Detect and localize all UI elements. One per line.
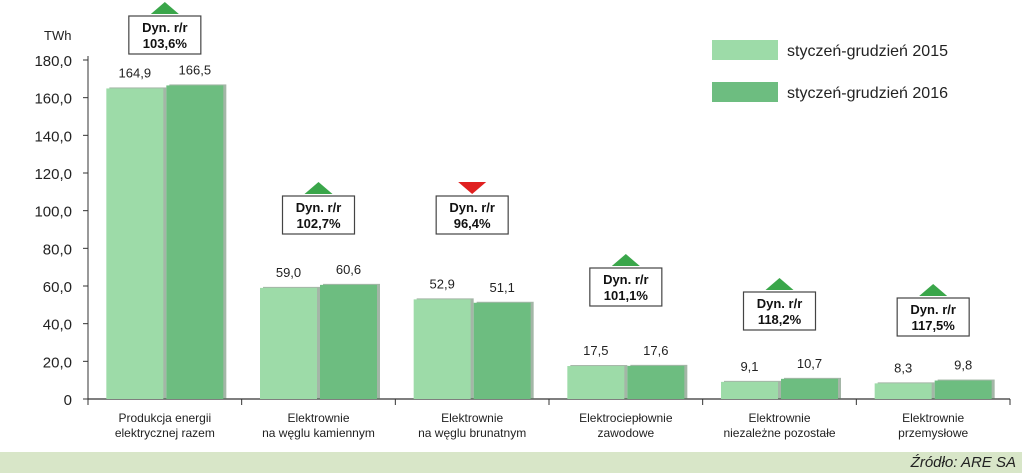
- category-label: niezależne pozostałe: [723, 426, 835, 440]
- y-tick-label: 160,0: [34, 91, 72, 108]
- legend-swatch: [712, 82, 778, 102]
- bar: [413, 299, 471, 399]
- source-note: Źródło: ARE SA: [910, 454, 1016, 471]
- y-tick-label: 100,0: [34, 204, 72, 221]
- bar: [781, 378, 838, 399]
- annotation-value: 117,5%: [911, 318, 955, 333]
- y-tick-label: 0: [64, 392, 72, 409]
- category-label: przemysłowe: [898, 426, 968, 440]
- category-label: Produkcja energii: [118, 411, 211, 425]
- y-tick-label: 40,0: [43, 317, 72, 334]
- annotation-box: [742, 291, 817, 331]
- y-tick-label: 80,0: [43, 241, 72, 258]
- bar: [166, 85, 224, 400]
- legend-label: styczeń-grudzień 2016: [787, 85, 948, 102]
- category-label: zawodowe: [597, 426, 654, 440]
- annotation-box: [896, 297, 970, 337]
- arrow-up-icon: [919, 284, 948, 296]
- bar: [721, 381, 778, 399]
- y-tick-label: 180,0: [34, 53, 72, 70]
- bar: [106, 88, 164, 400]
- data-label: 51,1: [490, 280, 515, 295]
- category-label: Elektrownie: [748, 411, 810, 425]
- bar: [567, 366, 625, 399]
- annotation-value: 102,7%: [296, 216, 341, 231]
- data-label: 166,5: [179, 62, 212, 77]
- data-label: 17,6: [643, 343, 668, 358]
- annotation-box: [589, 267, 663, 307]
- data-label: 9,8: [954, 358, 972, 373]
- annotation-title: Dyn. r/r: [142, 20, 188, 35]
- annotation-title: Dyn. r/r: [603, 272, 649, 287]
- legend-label: styczeń-grudzień 2015: [787, 43, 948, 60]
- annotation-title: Dyn. r/r: [449, 200, 495, 215]
- chart: TWh 0 20,0 40,0 60,0 80,0 100,0 120,0 140,0 160,0…: [34, 2, 1011, 440]
- bar: [874, 383, 932, 399]
- arrow-up-icon: [150, 2, 179, 14]
- data-label: 17,5: [583, 343, 608, 358]
- data-label: 8,3: [894, 360, 912, 375]
- category-label: elektrycznej razem: [115, 426, 215, 440]
- category-label: na węglu brunatnym: [418, 426, 526, 440]
- annotation-value: 118,2%: [758, 312, 802, 327]
- y-tick-label: 20,0: [43, 354, 72, 371]
- arrow-down-icon: [458, 182, 487, 194]
- data-label: 9,1: [740, 359, 758, 374]
- category-label: Elektrownie: [441, 411, 503, 425]
- data-label: 59,0: [276, 265, 301, 280]
- arrow-up-icon: [765, 278, 794, 290]
- category-label: Elektrociepłownie: [579, 411, 673, 425]
- arrow-up-icon: [611, 254, 640, 266]
- annotation-title: Dyn. r/r: [757, 296, 803, 311]
- y-tick-label: 120,0: [34, 166, 72, 183]
- annotation-value: 101,1%: [604, 288, 649, 303]
- footer-bar: Źródło: ARE SA: [0, 452, 1022, 473]
- category-label: Elektrownie: [287, 411, 349, 425]
- data-label: 52,9: [430, 276, 455, 291]
- category-label: Elektrownie: [902, 411, 964, 425]
- annotation-value: 96,4%: [454, 216, 491, 231]
- category-label: na węglu kamiennym: [262, 426, 375, 440]
- annotation-title: Dyn. r/r: [910, 302, 956, 317]
- legend-swatch: [712, 40, 778, 60]
- annotation-box: [435, 195, 509, 235]
- bar: [320, 284, 377, 399]
- annotation-box: [281, 195, 356, 235]
- y-axis-label: TWh: [44, 28, 71, 43]
- annotation-title: Dyn. r/r: [296, 200, 342, 215]
- bar: [473, 302, 531, 399]
- data-label: 10,7: [797, 356, 822, 371]
- y-tick-label: 140,0: [34, 128, 72, 145]
- data-label: 60,6: [336, 262, 361, 277]
- annotation-box: [128, 15, 202, 55]
- bar: [934, 380, 992, 399]
- annotation-value: 103,6%: [143, 36, 188, 51]
- arrow-up-icon: [304, 182, 333, 194]
- data-label: 164,9: [119, 65, 152, 80]
- bar: [260, 287, 317, 399]
- y-tick-label: 60,0: [43, 279, 72, 296]
- bar: [627, 365, 685, 399]
